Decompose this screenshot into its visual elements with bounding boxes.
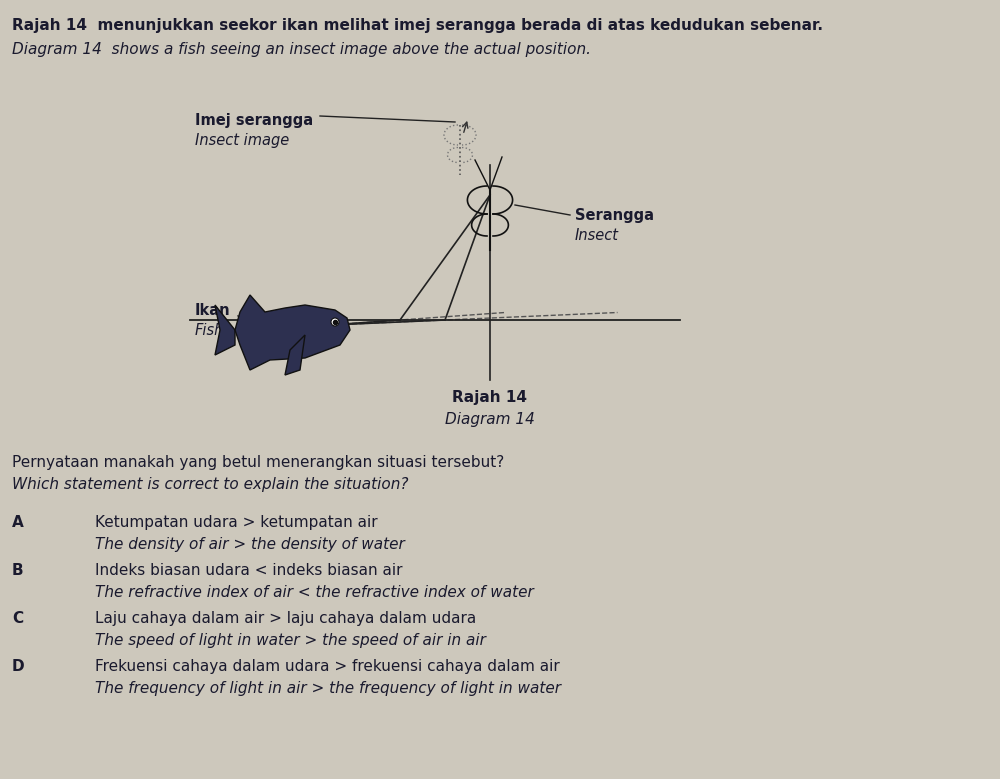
Text: C: C: [12, 611, 23, 626]
Text: Diagram 14: Diagram 14: [445, 412, 535, 427]
Polygon shape: [235, 295, 350, 370]
Text: Ikan: Ikan: [195, 302, 231, 318]
Polygon shape: [285, 335, 305, 375]
Text: Insect image: Insect image: [195, 132, 289, 147]
Text: The speed of light in water > the speed of air in air: The speed of light in water > the speed …: [95, 633, 486, 648]
Text: Indeks biasan udara < indeks biasan air: Indeks biasan udara < indeks biasan air: [95, 563, 402, 578]
Text: The refractive index of air < the refractive index of water: The refractive index of air < the refrac…: [95, 585, 534, 600]
Text: Rajah 14: Rajah 14: [452, 390, 528, 405]
Text: The frequency of light in air > the frequency of light in water: The frequency of light in air > the freq…: [95, 681, 561, 696]
Text: B: B: [12, 563, 24, 578]
Text: Fish: Fish: [195, 323, 224, 337]
Text: D: D: [12, 659, 25, 674]
Text: Laju cahaya dalam air > laju cahaya dalam udara: Laju cahaya dalam air > laju cahaya dala…: [95, 611, 476, 626]
Text: Imej serangga: Imej serangga: [195, 112, 313, 128]
Text: Rajah 14  menunjukkan seekor ikan melihat imej serangga berada di atas kedudukan: Rajah 14 menunjukkan seekor ikan melihat…: [12, 18, 823, 33]
Polygon shape: [215, 305, 235, 355]
Ellipse shape: [331, 318, 339, 326]
Text: Frekuensi cahaya dalam udara > frekuensi cahaya dalam air: Frekuensi cahaya dalam udara > frekuensi…: [95, 659, 560, 674]
Text: A: A: [12, 515, 24, 530]
Text: Ketumpatan udara > ketumpatan air: Ketumpatan udara > ketumpatan air: [95, 515, 378, 530]
Text: Pernyataan manakah yang betul menerangkan situasi tersebut?: Pernyataan manakah yang betul menerangka…: [12, 455, 504, 470]
Text: Which statement is correct to explain the situation?: Which statement is correct to explain th…: [12, 477, 409, 492]
Text: Insect: Insect: [575, 227, 619, 242]
Text: The density of air > the density of water: The density of air > the density of wate…: [95, 537, 405, 552]
Text: Diagram 14  shows a fish seeing an insect image above the actual position.: Diagram 14 shows a fish seeing an insect…: [12, 42, 591, 57]
Text: Serangga: Serangga: [575, 207, 654, 223]
